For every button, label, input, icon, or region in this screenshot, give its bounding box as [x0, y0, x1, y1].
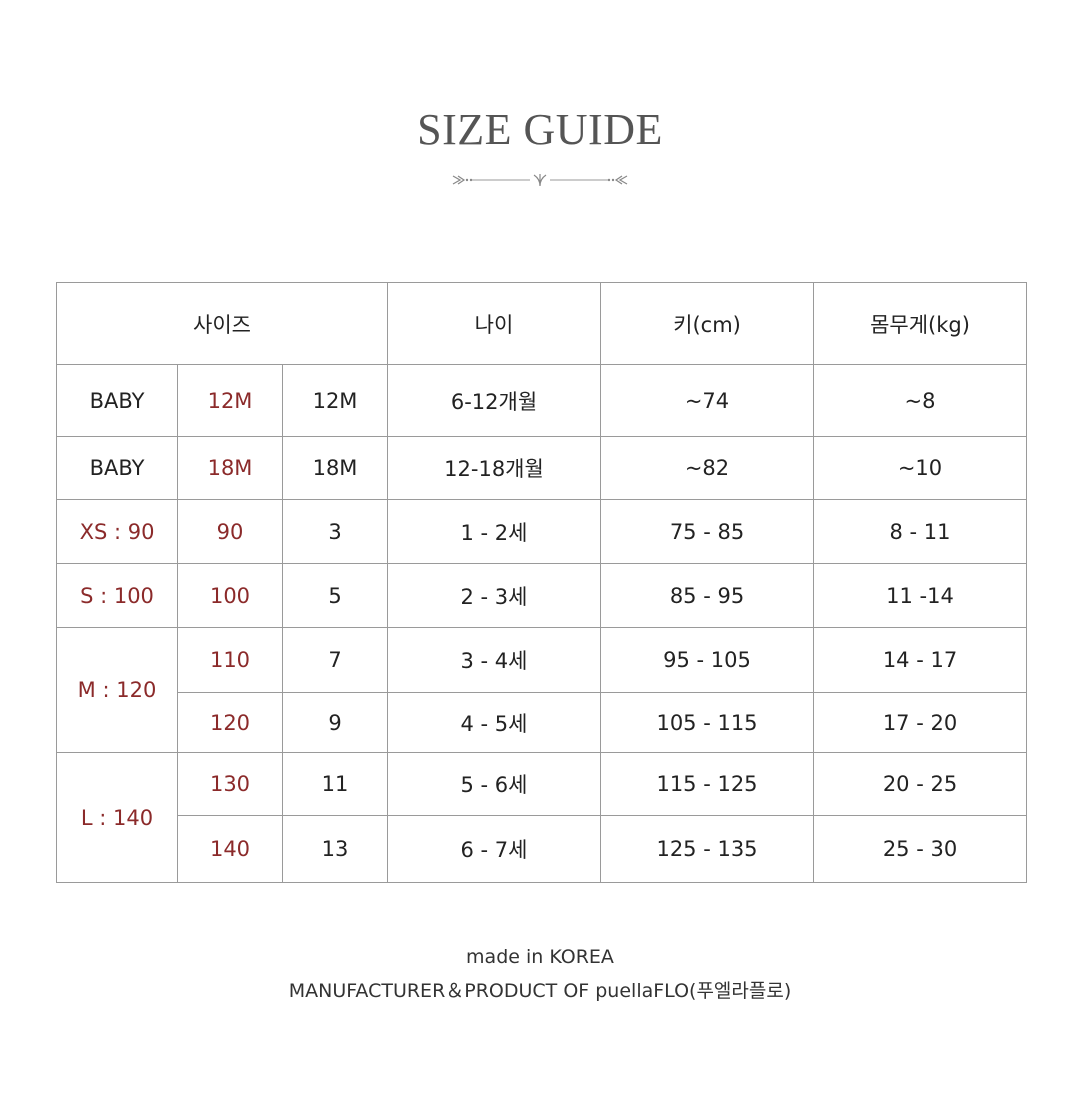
table-header-row: 사이즈 나이 키(cm) 몸무게(kg) — [56, 282, 1027, 365]
cell-group: BABY — [56, 364, 178, 437]
cell-group: S : 100 — [56, 563, 178, 628]
cell-size: 110 — [177, 627, 283, 693]
cell-age: 2 - 3세 — [387, 563, 601, 628]
cell-height: 85 - 95 — [600, 563, 814, 628]
header-age: 나이 — [387, 282, 601, 365]
cell-num: 3 — [282, 499, 388, 564]
table-row: BABY 12M 12M 6-12개월 ~74 ~8 — [56, 364, 1027, 437]
cell-height: 115 - 125 — [600, 752, 814, 816]
cell-size: 18M — [177, 436, 283, 500]
cell-age: 6 - 7세 — [387, 815, 601, 883]
cell-num: 18M — [282, 436, 388, 500]
cell-weight: 25 - 30 — [813, 815, 1027, 883]
table-row: M : 120 110 7 3 - 4세 95 - 105 14 - 17 — [56, 627, 1027, 753]
cell-height: ~74 — [600, 364, 814, 437]
table-row: L : 140 130 11 5 - 6세 115 - 125 20 - 25 — [56, 752, 1027, 883]
size-table: 사이즈 나이 키(cm) 몸무게(kg) BABY 12M 12M 6-12개월 ~74… — [56, 282, 1027, 883]
table-row: XS : 90 90 3 1 - 2세 75 - 85 8 - 11 — [56, 499, 1027, 564]
cell-group: M : 120 — [56, 627, 178, 753]
cell-height: 125 - 135 — [600, 815, 814, 883]
cell-age: 5 - 6세 — [387, 752, 601, 816]
origin-text: made in KOREA — [466, 946, 614, 968]
cell-weight: 17 - 20 — [813, 692, 1027, 753]
cell-weight: ~8 — [813, 364, 1027, 437]
table-row: 120 9 4 - 5세 105 - 115 17 - 20 — [57, 692, 1027, 753]
cell-age: 12-18개월 — [387, 436, 601, 500]
cell-group: L : 140 — [56, 752, 178, 883]
table-row: S : 100 100 5 2 - 3세 85 - 95 11 -14 — [56, 563, 1027, 628]
page-title: SIZE GUIDE — [417, 105, 663, 154]
cell-size: 120 — [177, 692, 283, 753]
header-height: 키(cm) — [600, 282, 814, 365]
cell-weight: 20 - 25 — [813, 752, 1027, 816]
cell-num: 7 — [282, 627, 388, 693]
cell-height: 95 - 105 — [600, 627, 814, 693]
cell-num: 11 — [282, 752, 388, 816]
cell-num: 5 — [282, 563, 388, 628]
cell-num: 12M — [282, 364, 388, 437]
cell-size: 90 — [177, 499, 283, 564]
cell-size: 100 — [177, 563, 283, 628]
manufacturer-text: MANUFACTURER＆PRODUCT OF puellaFLO(푸엘라플로) — [288, 980, 792, 1002]
cell-age: 6-12개월 — [387, 364, 601, 437]
cell-group: XS : 90 — [56, 499, 178, 564]
cell-height: 75 - 85 — [600, 499, 814, 564]
header-weight: 몸무게(kg) — [813, 282, 1027, 365]
cell-age: 1 - 2세 — [387, 499, 601, 564]
cell-age: 4 - 5세 — [387, 692, 601, 753]
divider-ornament-icon — [452, 174, 628, 187]
table-row: BABY 18M 18M 12-18개월 ~82 ~10 — [56, 436, 1027, 500]
cell-size: 130 — [177, 752, 283, 816]
cell-weight: 11 -14 — [813, 563, 1027, 628]
header-size: 사이즈 — [56, 282, 388, 365]
cell-weight: 8 - 11 — [813, 499, 1027, 564]
cell-size: 12M — [177, 364, 283, 437]
cell-height: 105 - 115 — [600, 692, 814, 753]
cell-num: 9 — [282, 692, 388, 753]
cell-size: 140 — [177, 815, 283, 883]
table-row: 140 13 6 - 7세 125 - 135 25 - 30 — [57, 815, 1027, 883]
cell-weight: 14 - 17 — [813, 627, 1027, 693]
cell-height: ~82 — [600, 436, 814, 500]
cell-age: 3 - 4세 — [387, 627, 601, 693]
cell-group: BABY — [56, 436, 178, 500]
cell-num: 13 — [282, 815, 388, 883]
cell-weight: ~10 — [813, 436, 1027, 500]
